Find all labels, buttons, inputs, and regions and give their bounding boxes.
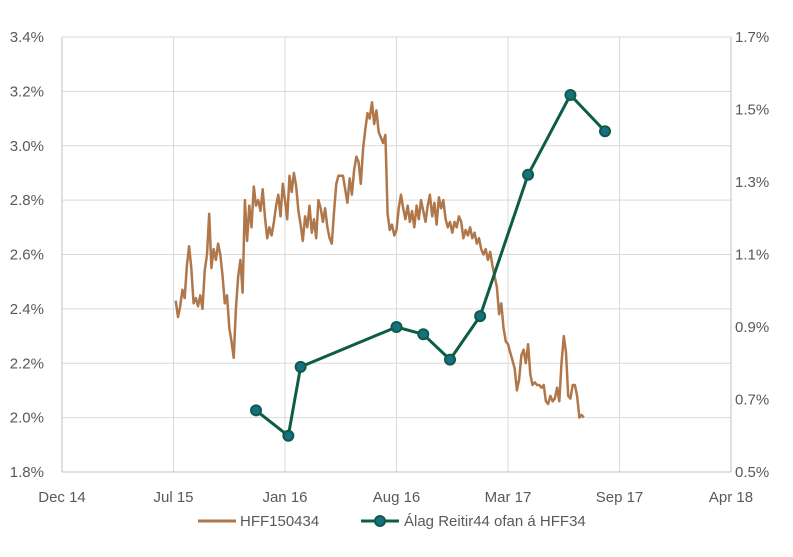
x-tick-label: Jan 16 — [262, 489, 307, 506]
left-tick-label: 2.0% — [10, 410, 44, 427]
series-markers — [250, 89, 612, 442]
grid-lines — [61, 36, 732, 473]
series-lines — [174, 93, 607, 438]
left-tick-label: 2.2% — [10, 355, 44, 372]
right-tick-label: 1.7% — [735, 29, 769, 46]
left-tick-label: 1.8% — [10, 464, 44, 481]
left-axis-tick-labels: 1.8% 2.0% 2.2% 2.4% 2.6% 2.8% 3.0% 3.2% 3.4% — [10, 29, 44, 481]
legend: HFF150434 Álag Reitir44 ofan á HFF34 — [198, 513, 586, 530]
x-axis-tick-labels: Dec 14 Jul 15 Jan 16 Aug 16 Mar 17 Sep 17 Apr … — [38, 489, 753, 506]
series-point — [294, 360, 307, 373]
series-point — [522, 168, 535, 181]
right-tick-label: 0.7% — [735, 392, 769, 409]
x-tick-label: Dec 14 — [38, 489, 86, 506]
right-tick-label: 1.5% — [735, 102, 769, 119]
right-axis-tick-labels: 0.5% 0.7% 0.9% 1.1% 1.3% 1.5% 1.7% — [735, 29, 769, 481]
right-tick-label: 1.3% — [735, 174, 769, 191]
x-tick-label: Apr 18 — [709, 489, 753, 506]
series-point — [390, 321, 403, 333]
left-tick-label: 3.0% — [10, 138, 44, 155]
series-point — [250, 404, 263, 417]
series-point — [599, 125, 612, 138]
x-tick-label: Mar 17 — [485, 489, 532, 506]
x-tick-label: Sep 17 — [596, 489, 644, 506]
series-point — [282, 429, 295, 442]
left-tick-label: 3.4% — [10, 29, 44, 46]
left-tick-label: 2.6% — [10, 247, 44, 264]
series-point — [564, 89, 577, 101]
series-line-1 — [255, 93, 607, 438]
left-tick-label: 3.2% — [10, 83, 44, 100]
x-tick-label: Jul 15 — [153, 489, 193, 506]
left-tick-label: 2.4% — [10, 301, 44, 318]
x-tick-label: Aug 16 — [373, 489, 421, 506]
series-point — [444, 353, 457, 366]
legend-label-0: HFF150434 — [240, 513, 319, 530]
series-line-0 — [174, 100, 585, 419]
right-tick-label: 0.9% — [735, 319, 769, 336]
legend-marker-1 — [374, 515, 386, 527]
legend-label-1: Álag Reitir44 ofan á HFF34 — [404, 513, 586, 530]
left-tick-label: 2.8% — [10, 192, 44, 209]
axes — [61, 37, 732, 473]
series-point — [474, 310, 487, 323]
right-tick-label: 0.5% — [735, 464, 769, 481]
series-point — [417, 328, 430, 341]
right-tick-label: 1.1% — [735, 247, 769, 264]
